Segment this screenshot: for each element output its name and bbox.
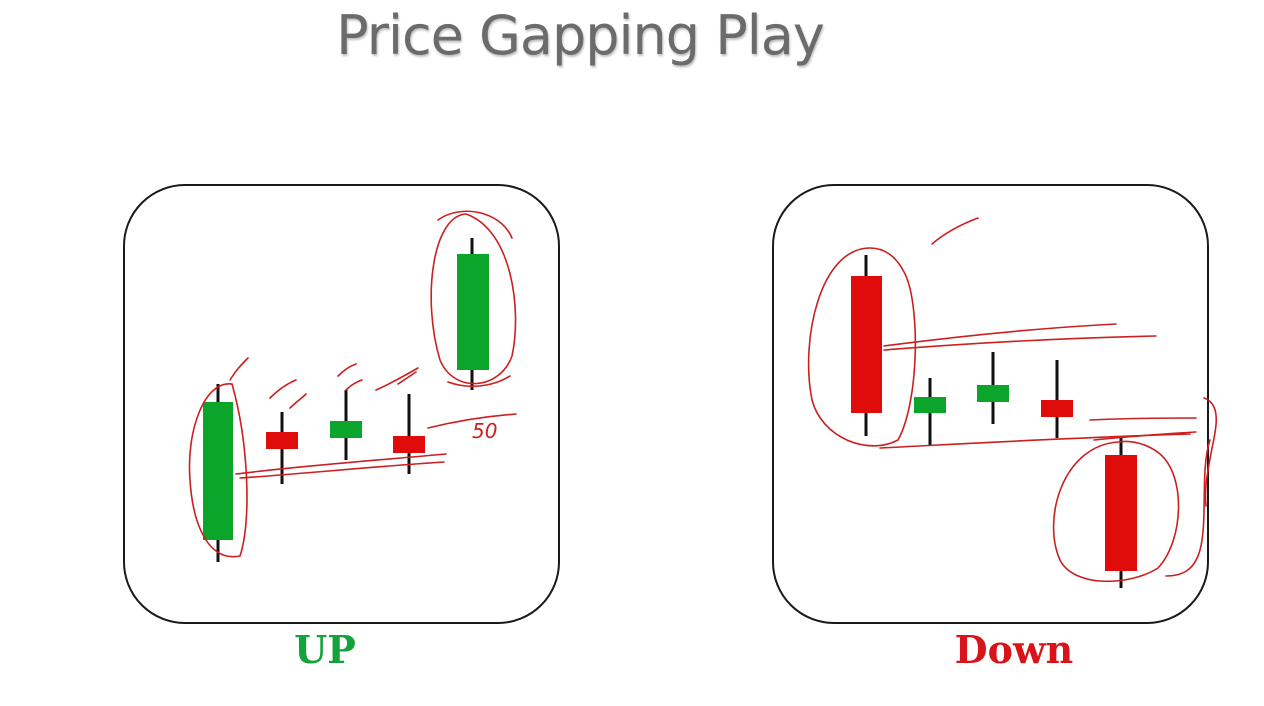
up-caption: UP xyxy=(294,627,356,672)
candle-bull-large-up xyxy=(203,384,233,562)
down-caption: Down xyxy=(954,627,1074,672)
up-annotations xyxy=(188,210,517,558)
down-candles xyxy=(851,255,1137,588)
up-candles xyxy=(203,238,489,562)
candle-bull-gap-up xyxy=(457,238,489,390)
candle-bear-small-up-2 xyxy=(393,394,425,474)
candle-bull-small-down-2 xyxy=(977,352,1009,424)
page-title: Price Gapping Play xyxy=(336,4,825,67)
candle-bear-large-down xyxy=(851,255,882,436)
handwritten-50-annotation: 50 xyxy=(472,419,497,443)
down-annotations xyxy=(807,217,1218,583)
candle-bear-small-down xyxy=(1041,360,1073,438)
candle-bear-gap-down xyxy=(1105,436,1137,588)
candle-bear-small-up-1 xyxy=(266,412,298,484)
candle-bull-small-up xyxy=(330,390,362,460)
candle-bull-small-down-1 xyxy=(914,378,946,446)
